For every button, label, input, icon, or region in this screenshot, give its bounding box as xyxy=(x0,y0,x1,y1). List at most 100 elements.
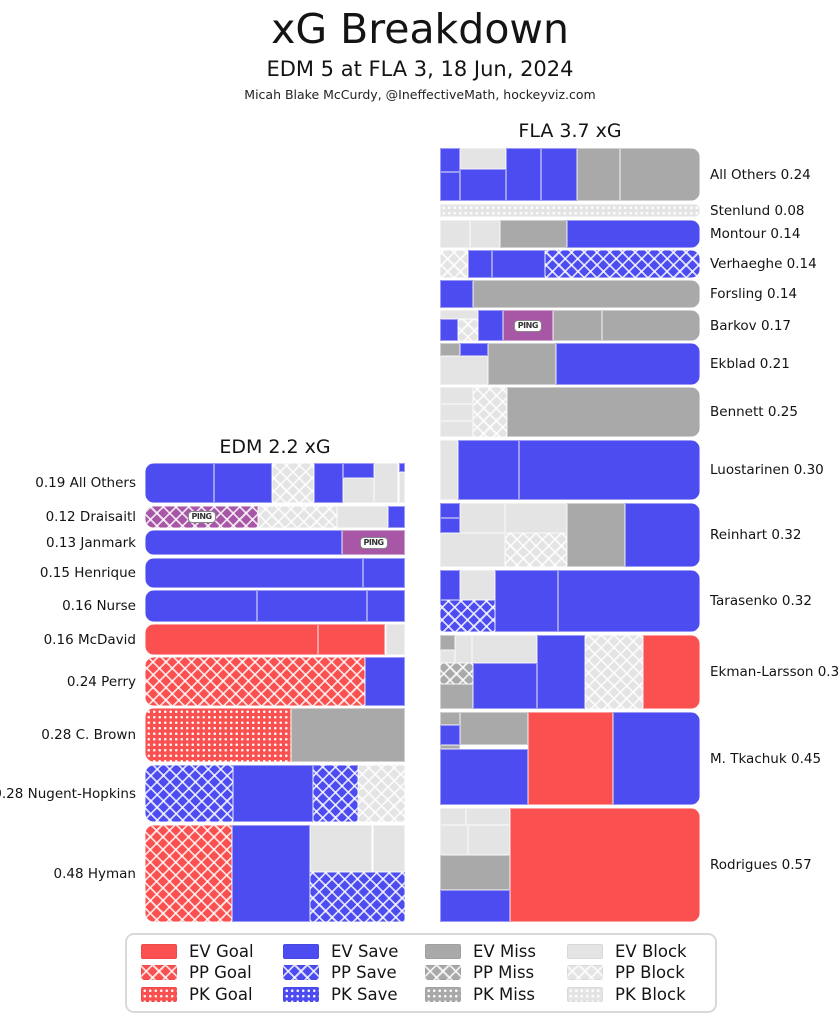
legend-swatch-pp-block xyxy=(567,965,603,981)
player-label-verhaeghe: Verhaeghe 0.14 xyxy=(710,256,817,272)
player-label-bennett: Bennett 0.25 xyxy=(710,404,798,420)
shot-block-ev-miss xyxy=(440,745,461,750)
game-subtitle: EDM 5 at FLA 3, 18 Jun, 2024 xyxy=(266,57,574,82)
shot-block-ev-block xyxy=(455,635,472,664)
player-row-reinhart xyxy=(440,503,700,567)
shot-block-ev-block xyxy=(385,624,405,655)
shot-block-pp-block xyxy=(272,463,314,503)
legend-item-ev-goal: EV Goal xyxy=(141,942,275,961)
shot-block-ev-save xyxy=(477,310,503,341)
shot-block-pp-miss xyxy=(440,663,474,684)
edm-mosaic-chart: 0.19 All Others PING 0.12 Draisaitl PING 0.1… xyxy=(0,463,405,922)
shot-block-pp-save xyxy=(545,250,700,278)
shot-block-ev-block xyxy=(440,808,466,826)
player-row-barkov: PING xyxy=(440,310,700,341)
shot-block-ev-block xyxy=(440,310,478,320)
shot-block-ev-save xyxy=(473,663,537,709)
shot-block-ev-miss xyxy=(440,635,456,650)
shot-block-pp-block xyxy=(505,533,568,567)
shot-block-ev-save xyxy=(468,250,492,278)
legend-item-ev-block: EV Block xyxy=(567,942,701,961)
shot-block-ev-block xyxy=(460,570,496,600)
shot-block-ev-miss xyxy=(440,712,461,726)
legend: EV Goal EV Save EV Miss EV Block PP Goal PP S… xyxy=(125,933,717,1013)
player-row-all-others xyxy=(440,148,700,201)
player-row-tarasenko xyxy=(440,570,700,632)
legend-swatch-pp-miss xyxy=(425,965,461,981)
shot-block-ev-save xyxy=(388,506,405,528)
shot-block-ev-miss xyxy=(488,343,556,385)
shot-block-ev-goal xyxy=(510,808,700,922)
shot-block-ev-save xyxy=(363,558,405,588)
shot-block-ev-block xyxy=(342,478,374,503)
shot-block-ev-block xyxy=(310,825,373,872)
shot-block-ev-miss xyxy=(567,503,625,567)
player-row-c-brown xyxy=(145,708,405,762)
shot-block-ev-miss xyxy=(499,220,567,248)
player-label-montour: Montour 0.14 xyxy=(710,226,801,242)
shot-block-ev-save xyxy=(213,463,273,503)
shot-block-ev-block xyxy=(469,220,500,248)
legend-item-pp-goal: PP Goal xyxy=(141,963,275,982)
player-row-luostarinen xyxy=(440,440,700,500)
legend-label: EV Goal xyxy=(189,942,254,962)
legend-swatch-pk-save xyxy=(283,986,319,1002)
shot-block-ev-save xyxy=(555,343,700,385)
shot-block-ev-goal xyxy=(528,712,614,805)
player-label-all-others: 0.19 All Others xyxy=(35,475,136,491)
player-label-m-tkachuk: M. Tkachuk 0.45 xyxy=(710,750,822,767)
player-row-mcdavid xyxy=(145,624,405,655)
shot-block-pp-save xyxy=(440,599,496,632)
shot-block-ev-save xyxy=(364,657,405,706)
shot-block-ev-save xyxy=(519,440,700,500)
shot-block-ev-block xyxy=(505,503,568,534)
legend-label: PP Save xyxy=(331,963,397,983)
legend-label: EV Block xyxy=(615,942,687,962)
ping-label: PING xyxy=(359,536,388,549)
shot-block-ev-goal xyxy=(643,635,700,709)
fla-chart-title: FLA 3.7 xG xyxy=(518,120,622,142)
player-row-ekman-larsson xyxy=(440,635,700,709)
shot-block-ev-save xyxy=(440,749,529,805)
player-row-janmark: PING xyxy=(145,530,405,555)
shot-block-ev-save xyxy=(367,590,405,622)
shot-block-ev-miss xyxy=(440,683,474,709)
legend-label: EV Miss xyxy=(473,942,536,962)
player-row-ekblad xyxy=(440,343,700,385)
player-label-perry: 0.24 Perry xyxy=(66,673,136,690)
player-label-henrique: 0.15 Henrique xyxy=(39,565,136,581)
shot-block-ev-goal xyxy=(317,624,386,655)
player-label-reinhart: Reinhart 0.32 xyxy=(710,527,802,543)
player-row-nurse xyxy=(145,590,405,622)
legend-item-pk-miss: PK Miss xyxy=(425,985,559,1004)
shot-block-pk-goal xyxy=(145,708,291,762)
legend-label: PK Goal xyxy=(189,984,253,1004)
shot-block-ev-save xyxy=(145,530,343,555)
shot-block-ev-miss xyxy=(507,387,700,437)
shot-block-ev-miss xyxy=(290,708,405,762)
player-label-barkov: Barkov 0.17 xyxy=(710,317,792,334)
shot-block-ev-miss xyxy=(440,854,511,891)
shot-block-ev-save xyxy=(398,463,405,472)
legend-item-pk-block: PK Block xyxy=(567,985,701,1004)
fla-mosaic-chart: All Others 0.24 Stenlund 0.08 Montour 0.14… xyxy=(440,148,840,922)
credit-line: Micah Blake McCurdy, @IneffectiveMath, h… xyxy=(244,87,596,103)
player-label-ekblad: Ekblad 0.21 xyxy=(710,356,790,372)
player-label-stenlund: Stenlund 0.08 xyxy=(710,202,805,219)
player-row-verhaeghe xyxy=(440,250,700,278)
shot-block-ev-save xyxy=(440,171,461,201)
shot-block-ping: PING xyxy=(502,310,553,341)
shot-block-ev-block xyxy=(468,825,511,855)
shot-block-pp-save xyxy=(312,765,359,822)
shot-block-ev-block xyxy=(398,471,405,503)
shot-block-pp-block xyxy=(585,635,644,709)
legend-label: PP Miss xyxy=(473,963,535,983)
player-label-c-brown: 0.28 C. Brown xyxy=(41,727,136,743)
shot-block-ev-save xyxy=(145,558,364,588)
legend-item-pp-block: PP Block xyxy=(567,963,701,982)
shot-block-ev-miss xyxy=(552,310,602,341)
legend-swatch-pk-goal xyxy=(141,986,177,1002)
shot-block-pp-block xyxy=(473,387,508,437)
legend-swatch-pk-miss xyxy=(425,986,461,1002)
shot-block-ev-miss xyxy=(460,712,529,746)
